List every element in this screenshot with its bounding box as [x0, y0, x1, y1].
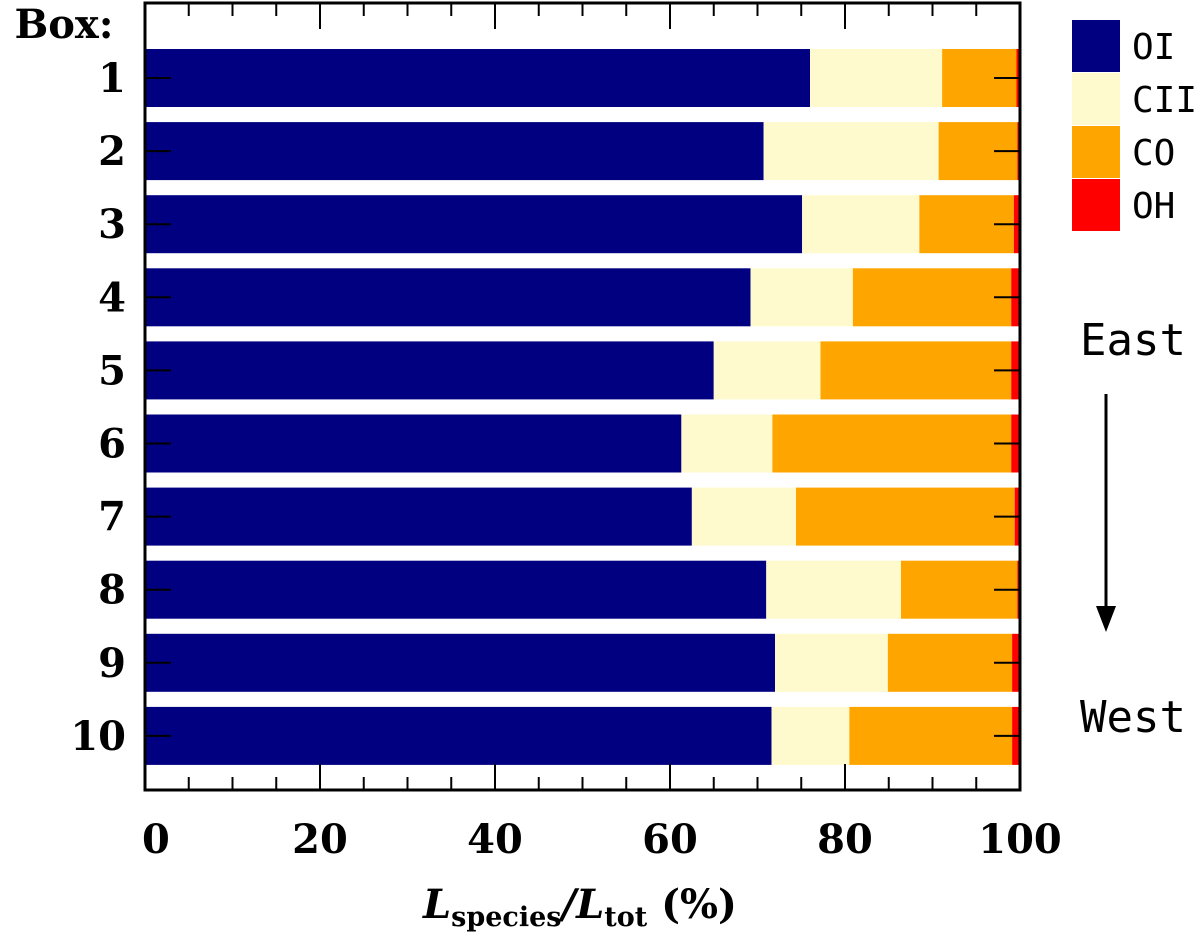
category-label-3: 3: [98, 201, 126, 248]
x-axis-title-sep: /: [557, 881, 579, 928]
category-axis-title: Box:: [14, 1, 113, 48]
bar-oi-box-9: [145, 633, 775, 692]
bar-co-box-6: [772, 414, 1012, 473]
legend-label-oi: OI: [1132, 27, 1175, 68]
x-axis-title-sub1: species: [451, 902, 561, 932]
x-tick-label-100: 100: [978, 816, 1062, 863]
x-tick-label-80: 80: [817, 816, 873, 863]
x-tick-label-0: 0: [142, 816, 170, 863]
ticks-group: [144, 3, 1021, 790]
bar-cii-box-1: [810, 49, 943, 107]
bar-cii-box-9: [775, 633, 888, 692]
bar-oi-box-10: [145, 706, 772, 765]
category-label-10: 10: [70, 713, 126, 760]
category-label-4: 4: [98, 274, 126, 321]
east-label: East: [1080, 315, 1186, 366]
legend-swatch-cii: [1072, 73, 1120, 125]
bar-cii-box-6: [681, 414, 773, 473]
bar-co-box-7: [796, 487, 1015, 546]
bar-oi-box-8: [145, 560, 767, 619]
x-axis-title: Lspecies/Ltot (%): [422, 881, 737, 932]
category-labels: 1 2 3 4 5 6 7 8 9 10: [70, 55, 126, 760]
category-label-8: 8: [98, 567, 126, 614]
legend-swatch-oh: [1072, 179, 1120, 231]
bar-co-box-9: [887, 633, 1013, 692]
x-tick-label-60: 60: [642, 816, 698, 863]
category-label-6: 6: [98, 421, 126, 468]
x-axis-title-suffix: (%): [647, 881, 737, 928]
bar-oi-box-6: [145, 414, 682, 473]
bar-cii-box-8: [766, 560, 901, 619]
x-tick-labels: 0 20 40 60 80 100: [142, 816, 1062, 863]
bar-cii-box-4: [750, 268, 853, 327]
bar-oi-box-4: [145, 268, 751, 327]
category-label-2: 2: [98, 128, 126, 175]
bar-co-box-10: [849, 706, 1013, 765]
legend-swatch-co: [1072, 126, 1120, 178]
legend-label-co: CO: [1132, 133, 1175, 174]
bar-co-box-5: [820, 341, 1012, 400]
category-label-1: 1: [98, 55, 126, 102]
arrow-head: [1096, 606, 1116, 632]
category-label-7: 7: [98, 494, 126, 541]
direction-arrow: [1096, 394, 1116, 632]
bar-cii-box-10: [771, 706, 850, 765]
bar-oi-box-1: [145, 49, 810, 107]
legend-label-oh: OH: [1132, 186, 1175, 227]
legend: OI CII CO OH: [1072, 20, 1197, 231]
x-axis-title-main1: L: [422, 881, 451, 928]
bar-cii-box-2: [763, 122, 939, 181]
x-axis-title-sub2: tot: [604, 902, 647, 932]
bar-oi-box-2: [145, 122, 764, 181]
west-label: West: [1080, 692, 1186, 743]
bar-cii-box-3: [802, 195, 920, 254]
x-axis-title-main2: L: [575, 881, 604, 928]
bar-oi-box-7: [145, 487, 692, 546]
legend-swatch-oi: [1072, 20, 1120, 72]
x-tick-label-20: 20: [292, 816, 348, 863]
bar-oi-box-5: [145, 341, 714, 400]
legend-label-cii: CII: [1132, 80, 1197, 121]
bar-oi-box-3: [145, 195, 803, 254]
bar-co-box-4: [852, 268, 1012, 327]
category-label-5: 5: [98, 347, 126, 394]
bars-group: [145, 49, 1020, 765]
bar-cii-box-7: [691, 487, 796, 546]
category-label-9: 9: [98, 640, 126, 687]
bar-cii-box-5: [713, 341, 821, 400]
x-tick-label-40: 40: [467, 816, 523, 863]
